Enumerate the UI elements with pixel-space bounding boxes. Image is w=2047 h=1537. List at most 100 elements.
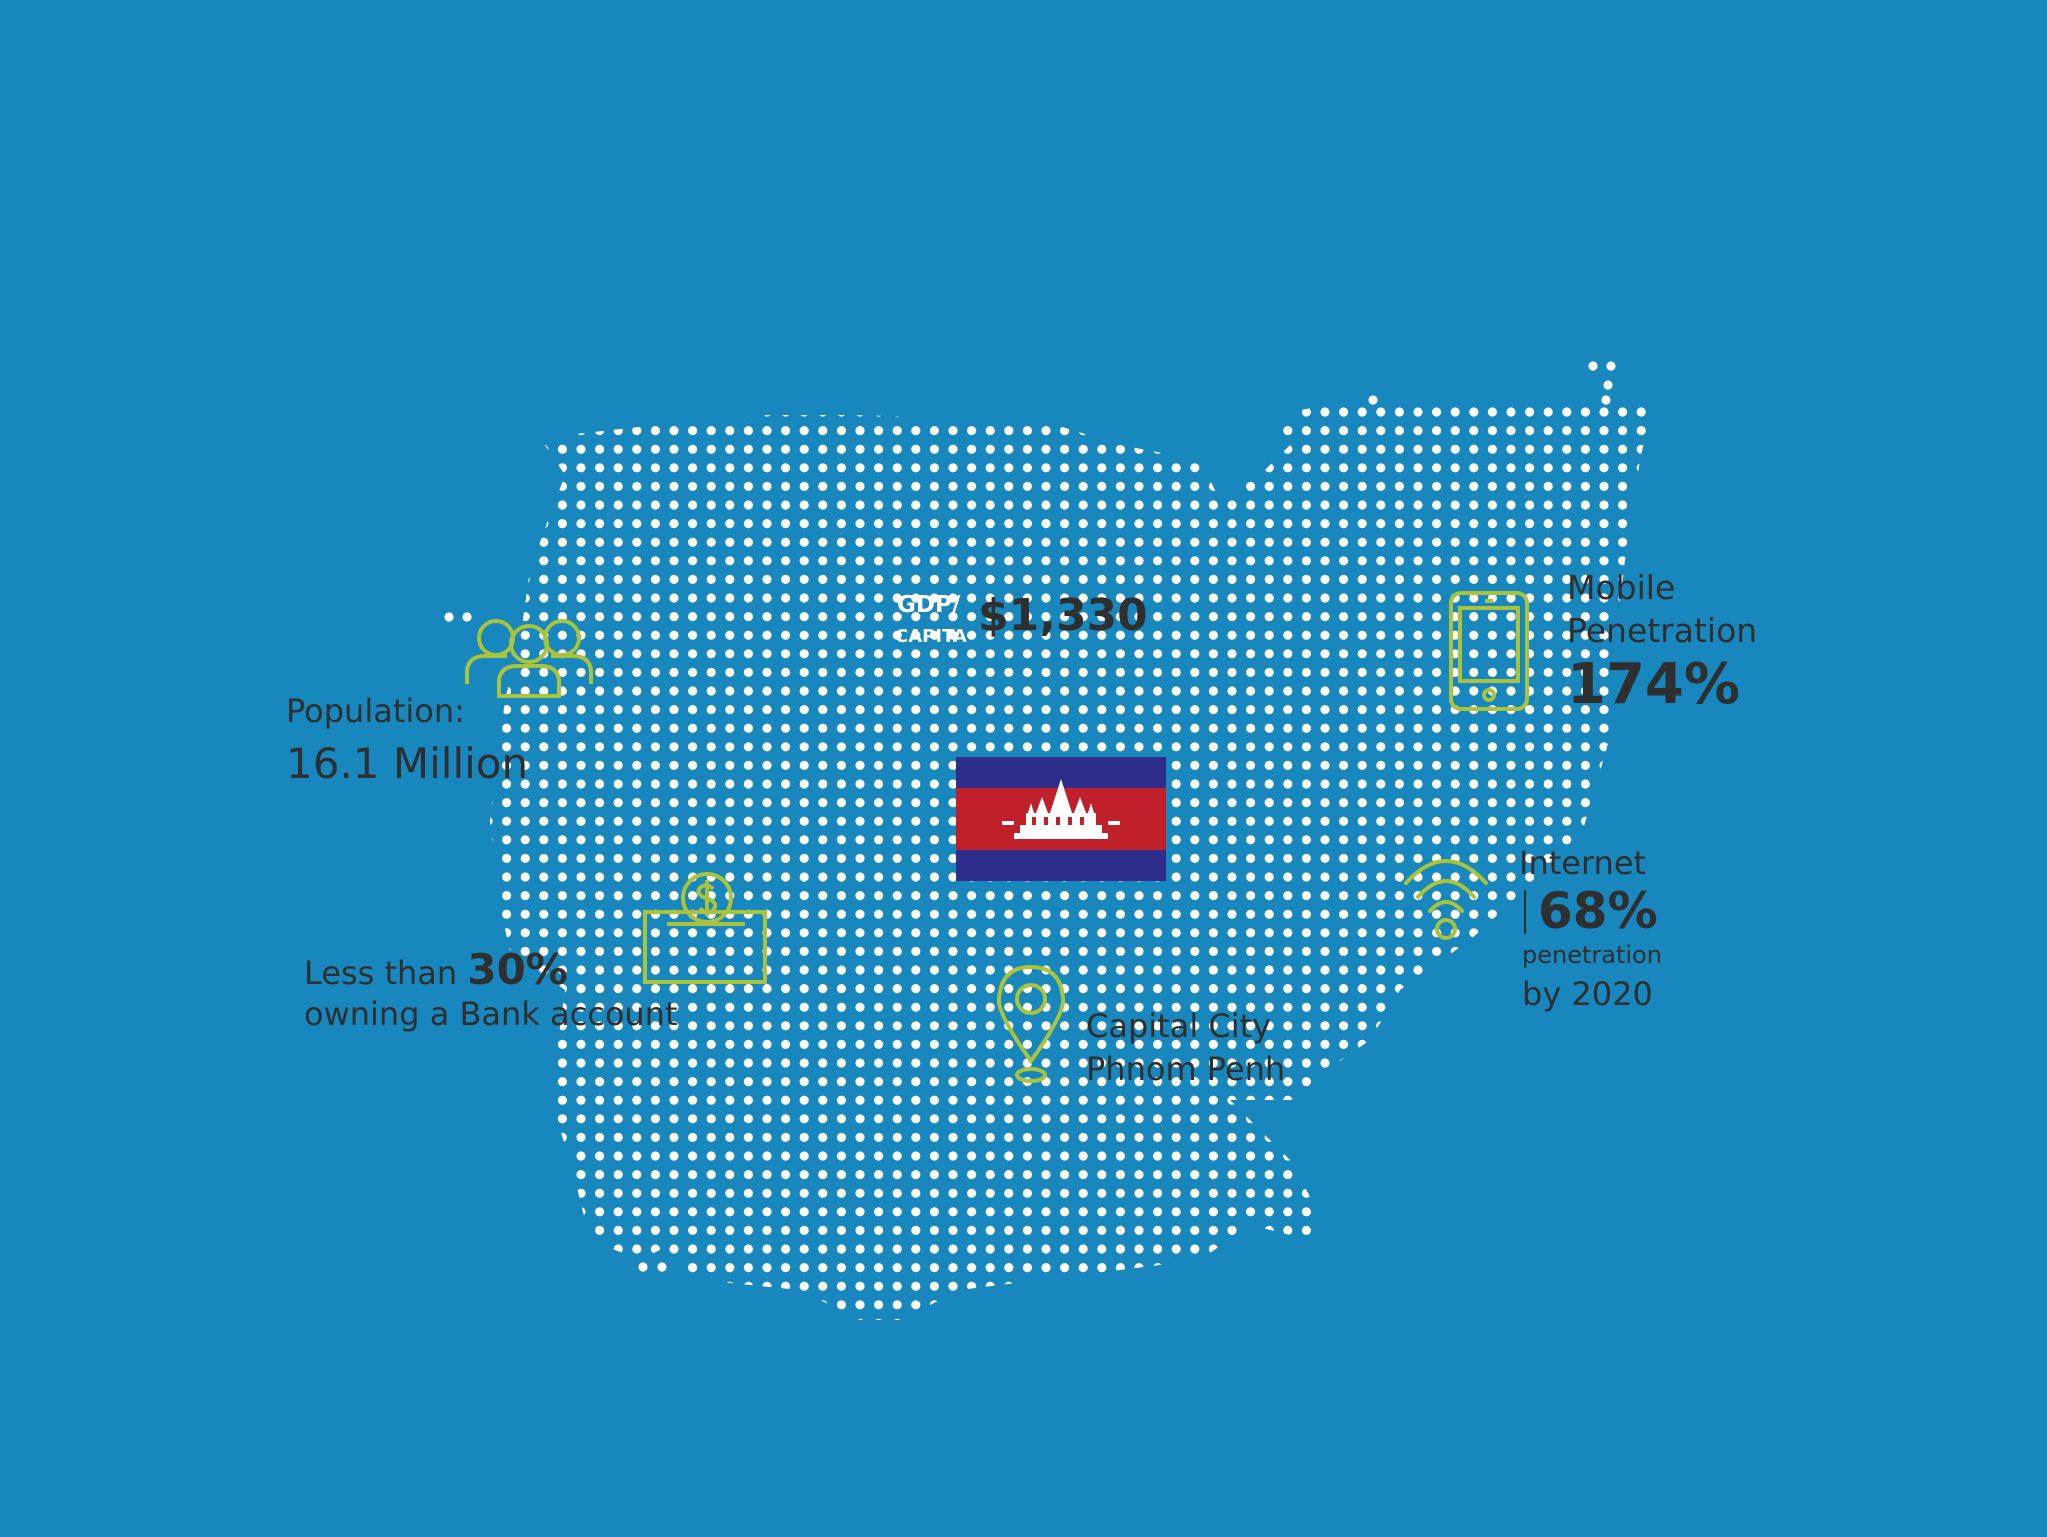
map-dot — [520, 798, 530, 808]
map-dot — [948, 1095, 958, 1105]
map-dot — [1208, 1095, 1218, 1105]
map-dot — [1115, 1225, 1125, 1235]
map-dot — [1208, 537, 1218, 547]
map-dot — [688, 593, 698, 603]
map-dot — [1525, 872, 1535, 882]
map-dot — [762, 612, 772, 622]
map-dot — [855, 984, 865, 994]
map-dot — [613, 686, 623, 696]
map-dot — [1097, 463, 1107, 473]
map-dot — [557, 965, 568, 975]
map-dot — [1264, 984, 1274, 994]
map-dot — [1022, 630, 1032, 640]
map-dot — [855, 500, 865, 510]
map-dot — [1376, 798, 1386, 808]
map-dot — [650, 1207, 661, 1217]
map-dot — [1097, 1095, 1107, 1105]
map-dot — [1394, 928, 1404, 938]
map-dot — [1097, 984, 1107, 994]
map-dot — [725, 1058, 735, 1068]
map-dot — [595, 853, 605, 864]
map-dot — [1097, 1132, 1107, 1142]
map-dot — [1339, 705, 1349, 715]
map-dot — [688, 612, 698, 622]
map-dot — [948, 593, 958, 603]
map-dot — [1562, 574, 1572, 585]
map-dot — [1060, 463, 1070, 473]
map-dot — [836, 853, 847, 864]
map-dot — [1543, 667, 1553, 678]
map-dot — [1134, 1225, 1144, 1235]
map-dot — [799, 965, 809, 975]
map-dot — [669, 1244, 679, 1254]
map-dot — [725, 928, 735, 938]
map-dot — [836, 1077, 847, 1087]
map-dot — [967, 909, 977, 919]
map-dot — [985, 1207, 995, 1217]
map-dot — [1022, 1244, 1032, 1254]
map-dot — [1376, 835, 1386, 845]
map-dot — [1283, 1207, 1293, 1217]
map-dot — [781, 1114, 791, 1124]
map-dot — [650, 649, 661, 659]
map-dot — [836, 1244, 847, 1254]
map-dot — [967, 1188, 977, 1198]
map-dot — [1264, 537, 1274, 547]
map-dot — [1171, 537, 1181, 547]
map-dot — [874, 705, 884, 715]
map-dot — [1599, 426, 1609, 436]
map-dot — [650, 519, 661, 529]
map-dot — [1208, 1058, 1218, 1068]
map-dot — [1283, 426, 1293, 436]
map-dot — [836, 667, 847, 678]
map-dot — [669, 1207, 679, 1217]
map-dot — [557, 853, 568, 864]
map-dot — [1543, 612, 1553, 622]
map-dot — [1413, 705, 1423, 715]
map-dot — [1339, 574, 1349, 585]
map-dot — [1171, 1207, 1181, 1217]
map-dot — [1599, 742, 1609, 752]
map-dot — [1283, 928, 1293, 938]
map-dot — [743, 1114, 754, 1124]
map-dot — [706, 816, 716, 826]
map-dot — [836, 1225, 847, 1235]
map-dot — [725, 1002, 735, 1012]
map-dot — [818, 816, 828, 826]
map-dot — [1599, 556, 1609, 566]
map-dot — [874, 1244, 884, 1254]
map-dot — [948, 686, 958, 696]
capital-label-line2: Phnom Penh — [1086, 1050, 1286, 1088]
map-dot — [1320, 946, 1330, 957]
map-dot — [892, 1188, 902, 1198]
map-dot — [985, 1114, 995, 1124]
map-dot — [576, 519, 586, 529]
map-dot — [1264, 1058, 1274, 1068]
map-dot — [762, 1002, 772, 1012]
map-dot — [929, 723, 940, 733]
map-dot — [632, 1039, 642, 1049]
map-dot — [669, 630, 679, 640]
map-dot — [1115, 481, 1125, 491]
map-dot — [929, 686, 940, 696]
map-dot — [595, 667, 605, 678]
map-dot — [1134, 1077, 1144, 1087]
map-dot — [743, 593, 754, 603]
map-dot — [1208, 928, 1218, 938]
map-dot — [1506, 593, 1516, 603]
map-dot — [1487, 426, 1497, 436]
map-dot — [1301, 426, 1311, 436]
map-dot — [1301, 798, 1311, 808]
map-dot — [836, 481, 847, 491]
map-dot — [762, 519, 772, 529]
map-dot — [1283, 1077, 1293, 1087]
map-dot — [985, 481, 995, 491]
map-dot — [1097, 593, 1107, 603]
map-dot — [1543, 426, 1553, 436]
map-dot — [1450, 500, 1460, 510]
map-dot — [1506, 630, 1516, 640]
map-dot — [1208, 574, 1218, 585]
map-dot — [818, 891, 828, 901]
map-dot — [1357, 593, 1367, 603]
map-dot — [855, 1188, 865, 1198]
